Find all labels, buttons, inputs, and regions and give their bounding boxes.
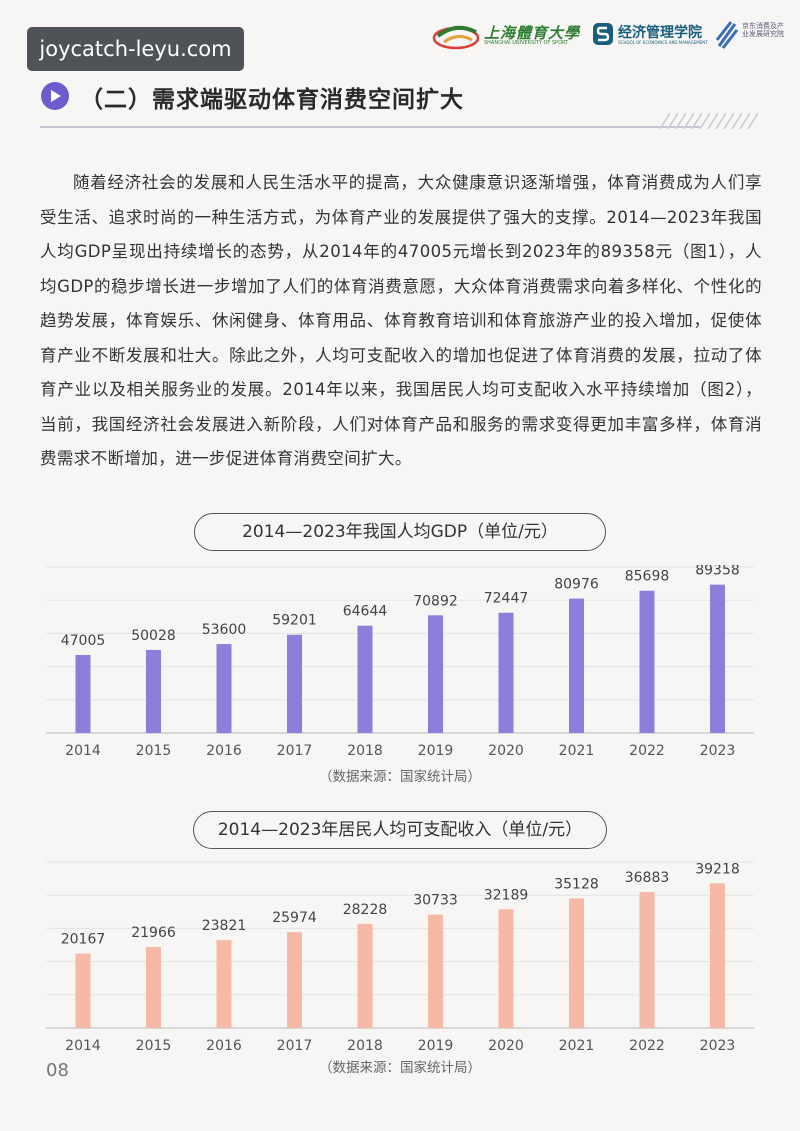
chart2-x-tick-2018: 2018 [347,1038,383,1054]
chart1-x-tick-2015: 2015 [136,743,172,759]
chart2-bar-2015 [146,946,161,1028]
chart1-x-tick-2022: 2022 [629,743,665,759]
chart2-bar-2018 [357,923,373,1028]
chart1-x-tick-2018: 2018 [347,743,383,759]
chart2-bar-2022 [639,891,655,1028]
chart2-x-tick-2014: 2014 [65,1038,101,1054]
chart1-x-tick-2017: 2017 [277,743,313,759]
play-icon [41,82,69,110]
chart1-x-tick-2021: 2021 [559,743,595,759]
chart2-data-label-2020: 32189 [484,887,529,903]
chart2-data-label-2018: 28228 [343,902,388,918]
chart2-x-tick-2019: 2019 [418,1038,454,1054]
chart2-bar-2023 [710,883,725,1028]
chart1-x-tick-2023: 2023 [700,743,736,759]
institute-emblem-icon [715,21,739,49]
page-number: 08 [46,1060,69,1081]
chart1-data-label-2014: 47005 [61,633,106,649]
body-paragraph: 随着经济社会的发展和人民生活水平的提高，大众健康意识逐渐增强，体育消费成为人们享… [40,173,762,468]
chart1-data-label-2018: 64644 [343,604,388,620]
chart1-x-tick-2016: 2016 [206,743,242,759]
chart2-data-label-2015: 21966 [131,925,176,941]
university-name: 上海體育大學 [484,24,581,42]
chart2-x-tick-2021: 2021 [559,1038,595,1054]
chart1-x-tick-2014: 2014 [65,743,101,759]
chart2-bar-2016 [216,940,232,1028]
chart1-bar-2021 [569,598,584,733]
chart2-data-label-2023: 39218 [695,861,740,877]
chart1-data-label-2020: 72447 [484,591,529,607]
chart2-data-label-2022: 36883 [625,870,670,886]
chart2-bar-2020 [498,909,514,1028]
chart1-bar-2015 [146,649,161,733]
chart1-data-label-2016: 53600 [202,622,247,638]
chart1-data-label-2015: 50028 [131,628,176,644]
disposable-income-chart: 20167 2014 21966 2015 23821 2016 25974 2017 2822… [46,861,754,1054]
chart2-data-label-2021: 35128 [554,876,599,892]
chart2-x-tick-2015: 2015 [136,1038,172,1054]
chart1-data-label-2021: 80976 [554,577,599,593]
chart1-data-label-2023: 89358 [695,565,740,579]
decorative-hatch [660,113,759,129]
chart1-x-tick-2020: 2020 [488,743,524,759]
chart2-bar-2019 [428,914,443,1028]
chart2-x-tick-2017: 2017 [277,1038,313,1054]
school-name: 经济管理学院 [618,25,702,41]
chart1-data-label-2019: 70892 [413,593,458,609]
chart2-x-tick-2022: 2022 [629,1038,665,1054]
header-logos: 上海體育大學 SHANGHAI UNIVERSITY OF SPORT 经济管理… [432,18,784,58]
chart1-bar-2019 [428,615,443,733]
chart2-data-label-2017: 25974 [272,910,317,926]
university-emblem-icon [432,25,480,50]
section-title: （二）需求端驱动体育消费空间扩大 [80,87,464,113]
chart1-bar-2016 [216,644,232,733]
chart1-bar-2017 [287,634,302,733]
chart2-data-label-2019: 30733 [413,893,458,909]
chart2-data-label-2014: 20167 [61,932,106,948]
school-name-en: SCHOOL OF ECONOMICS AND MANAGEMENT [618,40,708,45]
chart2-x-tick-2020: 2020 [488,1038,524,1054]
chart1-source: （数据来源：国家统计局） [319,769,481,785]
school-emblem-icon [593,23,613,45]
chart2-data-label-2016: 23821 [202,918,247,934]
gdp-per-capita-chart: 47005 2014 50028 2015 53600 2016 59201 2017 6464… [46,565,754,759]
chart2-bar-2021 [569,898,584,1028]
chart2-x-tick-2016: 2016 [206,1038,242,1054]
chart1-bar-2023 [710,584,725,733]
chart2-source: （数据来源：国家统计局） [319,1060,481,1076]
watermark: joycatch-leyu.com [27,27,244,71]
chart1-bar-2014 [75,654,91,733]
university-name-en: SHANGHAI UNIVERSITY OF SPORT [484,40,569,46]
chart2-title: 2014—2023年居民人均可支配收入（单位/元） [193,811,607,849]
chart1-bar-2022 [639,590,655,733]
chart1-data-label-2022: 85698 [625,569,670,585]
institute-name: 京东消费及产业发展研究院 [742,22,784,38]
chart1-x-tick-2019: 2019 [418,743,454,759]
title-underline [40,126,700,128]
chart1-bar-2020 [498,612,514,733]
chart2-x-tick-2023: 2023 [700,1038,736,1054]
chart2-bar-2017 [287,932,302,1028]
chart1-data-label-2017: 59201 [272,613,317,629]
chart1-title: 2014—2023年我国人均GDP（单位/元） [194,513,606,551]
chart2-bar-2014 [75,953,91,1028]
chart1-bar-2018 [357,625,373,733]
